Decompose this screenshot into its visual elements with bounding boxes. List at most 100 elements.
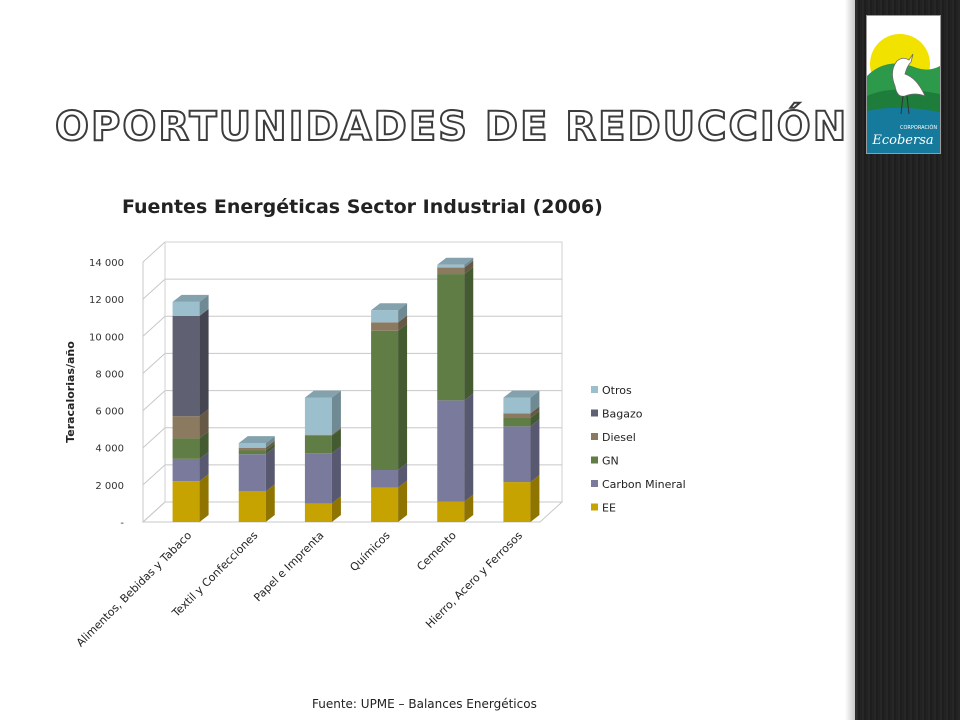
logo-subtitle: CORPORACIÓN <box>900 125 938 131</box>
legend-label: GN <box>602 455 619 468</box>
bar-segment <box>238 443 266 448</box>
bar-side <box>199 474 209 522</box>
bar-side <box>265 447 275 492</box>
bar-segment <box>371 322 399 331</box>
bar-segment <box>172 458 200 482</box>
chart-legend: Otros Bagazo Diesel GN Carbon Mineral EE <box>591 384 686 515</box>
chart-axes <box>141 241 564 523</box>
legend-swatch <box>591 386 598 393</box>
logo-wordmark: Ecobersa <box>872 133 934 148</box>
bar-segment <box>304 503 332 522</box>
bar-segment <box>238 447 266 451</box>
bar-segment <box>304 453 332 504</box>
bar-side <box>530 406 540 418</box>
bar-side <box>265 443 275 455</box>
bar-side <box>331 446 341 504</box>
bar-segment <box>238 454 266 492</box>
bar-side <box>530 411 540 427</box>
gridline <box>142 241 562 263</box>
x-category-label: Papel e Imprenta <box>251 529 326 604</box>
x-category-label: Cemento <box>414 529 459 574</box>
bar-segment <box>304 397 332 435</box>
legend-swatch <box>591 456 598 464</box>
bar-segment <box>172 416 200 439</box>
bar-top <box>503 390 540 398</box>
chart-bars <box>172 257 540 522</box>
chart-floor <box>141 501 564 523</box>
bar-side <box>464 257 474 268</box>
legend-label: Otros <box>602 384 632 397</box>
legend-swatch <box>591 409 598 417</box>
chart-title: Fuentes Energéticas Sector Industrial (2… <box>122 196 603 218</box>
y-axis-label: Teracalorias/año <box>64 341 77 443</box>
bar-segment <box>503 418 531 427</box>
bar-segment <box>238 450 266 455</box>
bar-side <box>331 496 341 522</box>
bar-segment <box>238 491 266 522</box>
legend-label: Bagazo <box>602 408 643 421</box>
bar-top <box>371 303 408 311</box>
x-category-label: Químicos <box>347 529 392 574</box>
legend-label: Carbon Mineral <box>602 478 686 491</box>
bar-top <box>304 390 341 398</box>
legend-label: Diesel <box>602 431 636 444</box>
legend-swatch <box>591 503 598 511</box>
bar-segment <box>437 264 465 268</box>
bar-segment <box>503 482 531 522</box>
bar-segment <box>371 310 399 323</box>
y-tick-label: 10 000 <box>89 332 124 343</box>
bar-side <box>265 484 275 522</box>
bar-side <box>464 260 474 275</box>
bar-side <box>265 436 275 448</box>
y-tick-label: 4 000 <box>95 444 124 455</box>
bar-segment <box>172 481 200 522</box>
bar-side <box>530 419 540 483</box>
bar-side <box>530 475 540 522</box>
bar-side <box>398 463 408 488</box>
bar-segment <box>437 274 465 401</box>
logo-frame <box>866 15 941 154</box>
bar-side <box>464 494 474 522</box>
y-tick-label: 8 000 <box>95 369 124 380</box>
chart-tick-labels: - 2 000 4 000 6 000 8 000 10 000 12 000 14 000 <box>89 258 124 529</box>
bar-top <box>172 294 209 302</box>
bar-side <box>530 390 540 414</box>
bar-side <box>331 427 341 436</box>
sidebar-shadow <box>845 0 857 720</box>
bar-segment <box>371 487 399 522</box>
bar-segment <box>172 438 200 459</box>
bar-side <box>398 480 408 522</box>
bar-segment <box>503 397 531 414</box>
bar-side <box>398 315 408 331</box>
y-tick-label: 12 000 <box>89 295 124 306</box>
x-category-label: Alimentos, Bebidas y Tabaco <box>74 529 195 650</box>
bar-segment <box>437 400 465 502</box>
bar-segment <box>172 315 200 417</box>
bar-side <box>199 294 209 316</box>
bar-side <box>464 393 474 502</box>
y-tick-label: 2 000 <box>95 481 124 492</box>
bar-side <box>331 428 341 454</box>
bar-segment <box>371 470 399 488</box>
y-tick-label: 6 000 <box>95 407 124 418</box>
bar-segment <box>503 413 531 418</box>
bar-side <box>331 390 341 435</box>
bar-side <box>265 440 275 451</box>
y-tick-label: 14 000 <box>89 258 124 269</box>
bar-segment <box>503 426 531 483</box>
chart-back-wall <box>164 241 563 503</box>
bar-side <box>398 323 408 470</box>
source-note: Fuente: UPME – Balances Energéticos <box>312 697 537 711</box>
bar-segment <box>437 501 465 522</box>
bar-segment <box>304 435 332 454</box>
bar-segment <box>371 330 399 470</box>
slide-title: Oportunidades de reducción <box>54 103 849 151</box>
bar-side <box>199 409 209 439</box>
bar-side <box>199 451 209 482</box>
bar-side <box>199 308 209 417</box>
bar-top <box>238 436 275 444</box>
ecobersa-logo-icon <box>867 16 940 153</box>
bar-side <box>199 431 209 459</box>
bar-side <box>464 267 474 401</box>
